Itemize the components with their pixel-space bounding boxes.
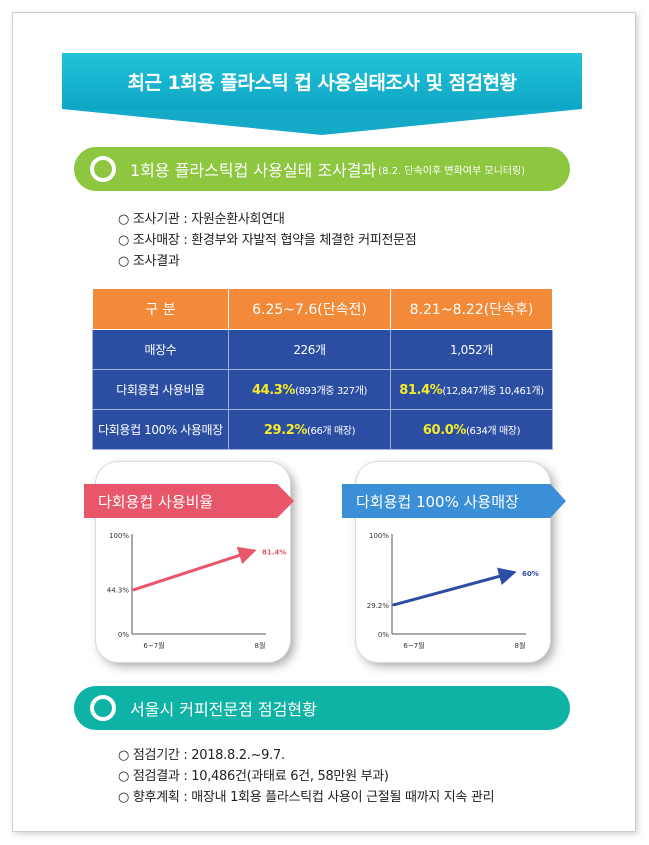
chart-title-ribbon-full-usage: 다회용컵 100% 사용매장 xyxy=(342,484,566,518)
x-tick-label: 6~7월 xyxy=(143,641,164,650)
table-header-after: 8.21~8.22(단속후) xyxy=(390,288,553,330)
future-plan-item: ○ 향후계획 : 매장내 1회용 플라스틱컵 사용이 근절될 때까지 지속 관리 xyxy=(118,790,495,805)
detail-value: (66개 매장) xyxy=(307,425,356,437)
table-header-category: 구 분 xyxy=(92,288,229,330)
data-label: 44.3% xyxy=(107,587,130,595)
row-after-value-text: 1,052개 xyxy=(450,343,493,357)
survey-info-list: ○ 조사기관 : 자원순환사회연대 ○ 조사매장 : 환경부와 자발적 협약을 … xyxy=(118,209,417,272)
row-label: 다회용컵 100% 사용매장 xyxy=(92,409,229,450)
data-label: 60% xyxy=(522,570,539,578)
inspection-result-item: ○ 점검결과 : 10,486건(과태료 6건, 58만원 부과) xyxy=(118,769,389,784)
chart-title-full-usage: 다회용컵 100% 사용매장 xyxy=(356,492,519,511)
full-usage-stores-chart: 100% 0% 6~7월 8월 29.2% 60% xyxy=(367,532,539,650)
row-label: 다회용컵 사용비율 xyxy=(92,369,229,410)
y-tick-label: 100% xyxy=(109,532,129,540)
circle-bullet-icon xyxy=(90,156,116,182)
row-after-value: 1,052개 xyxy=(390,329,553,370)
data-point xyxy=(132,588,136,592)
data-trend-line xyxy=(393,567,517,607)
section-heading-text: 서울시 커피전문점 점검현황 xyxy=(130,700,317,719)
table-row: 매장수 226개 1,052개 xyxy=(92,329,553,370)
table-header-row: 구 분 6.25~7.6(단속전) 8.21~8.22(단속후) xyxy=(92,288,553,330)
highlight-value: 81.4% xyxy=(399,382,443,398)
inspection-info-list: ○ 점검기간 : 2018.8.2.~9.7. ○ 점검결과 : 10,486건… xyxy=(118,745,495,808)
detail-value: (12,847개중 10,461개) xyxy=(442,385,544,397)
usage-rate-chart: 100% 0% 6~7월 8월 44.3% 81.4% xyxy=(107,532,287,650)
title-arrow-decoration xyxy=(62,109,582,135)
survey-result-item: ○ 조사결과 xyxy=(118,254,180,269)
row-before-value-text: 226개 xyxy=(293,343,326,357)
data-label: 81.4% xyxy=(262,549,286,557)
survey-agency-item: ○ 조사기관 : 자원순환사회연대 xyxy=(118,212,285,227)
row-label: 매장수 xyxy=(92,329,229,370)
highlight-value: 29.2% xyxy=(263,422,308,438)
section-heading-survey: 1회용 플라스틱컵 사용실태 조사결과 (8.2. 단속이후 변화여부 모니터링… xyxy=(74,147,570,191)
section-heading-text: 1회용 플라스틱컵 사용실태 조사결과 xyxy=(130,161,377,180)
survey-result-table: 구 분 6.25~7.6(단속전) 8.21~8.22(단속후) 매장수 226… xyxy=(92,288,553,450)
table-header-before: 6.25~7.6(단속전) xyxy=(228,288,391,330)
table-row: 다회용컵 100% 사용매장 29.2%(66개 매장) 60.0%(634개 … xyxy=(92,409,553,450)
highlight-value: 60.0% xyxy=(422,422,467,438)
row-after-value: 81.4%(12,847개중 10,461개) xyxy=(390,369,553,410)
row-before-value: 29.2%(66개 매장) xyxy=(228,409,391,450)
highlight-value: 44.3% xyxy=(251,382,296,398)
page-title: 최근 1회용 플라스틱 컵 사용실태조사 및 점검현황 xyxy=(62,53,582,109)
data-trend-line xyxy=(133,546,257,592)
survey-stores-item: ○ 조사매장 : 환경부와 자발적 협약을 체결한 커피전문점 xyxy=(118,233,417,248)
data-point xyxy=(392,603,396,607)
chart-title-usage-rate: 다회용컵 사용비율 xyxy=(98,492,214,511)
y-tick-label: 100% xyxy=(369,532,389,540)
x-tick-label: 8월 xyxy=(255,641,266,650)
x-tick-label: 6~7월 xyxy=(403,641,424,650)
circle-bullet-icon xyxy=(90,695,116,721)
row-before-value: 44.3%(893개중 327개) xyxy=(228,369,391,410)
row-after-value: 60.0%(634개 매장) xyxy=(390,409,553,450)
detail-value: (634개 매장) xyxy=(466,425,521,437)
inspection-period-item: ○ 점검기간 : 2018.8.2.~9.7. xyxy=(118,748,285,763)
row-before-value: 226개 xyxy=(228,329,391,370)
section-heading-inspection: 서울시 커피전문점 점검현황 xyxy=(74,686,570,730)
y-tick-label: 0% xyxy=(378,631,389,639)
page-title-text: 최근 1회용 플라스틱 컵 사용실태조사 및 점검현황 xyxy=(127,71,517,94)
detail-value: (893개중 327개) xyxy=(295,385,368,397)
y-tick-label: 0% xyxy=(118,631,129,639)
section-heading-subtext: (8.2. 단속이후 변화여부 모니터링) xyxy=(378,165,526,177)
x-tick-label: 8월 xyxy=(515,641,526,650)
table-row: 다회용컵 사용비율 44.3%(893개중 327개) 81.4%(12,847… xyxy=(92,369,553,410)
chart-title-ribbon-usage-rate: 다회용컵 사용비율 xyxy=(84,484,294,518)
data-label: 29.2% xyxy=(367,602,390,610)
